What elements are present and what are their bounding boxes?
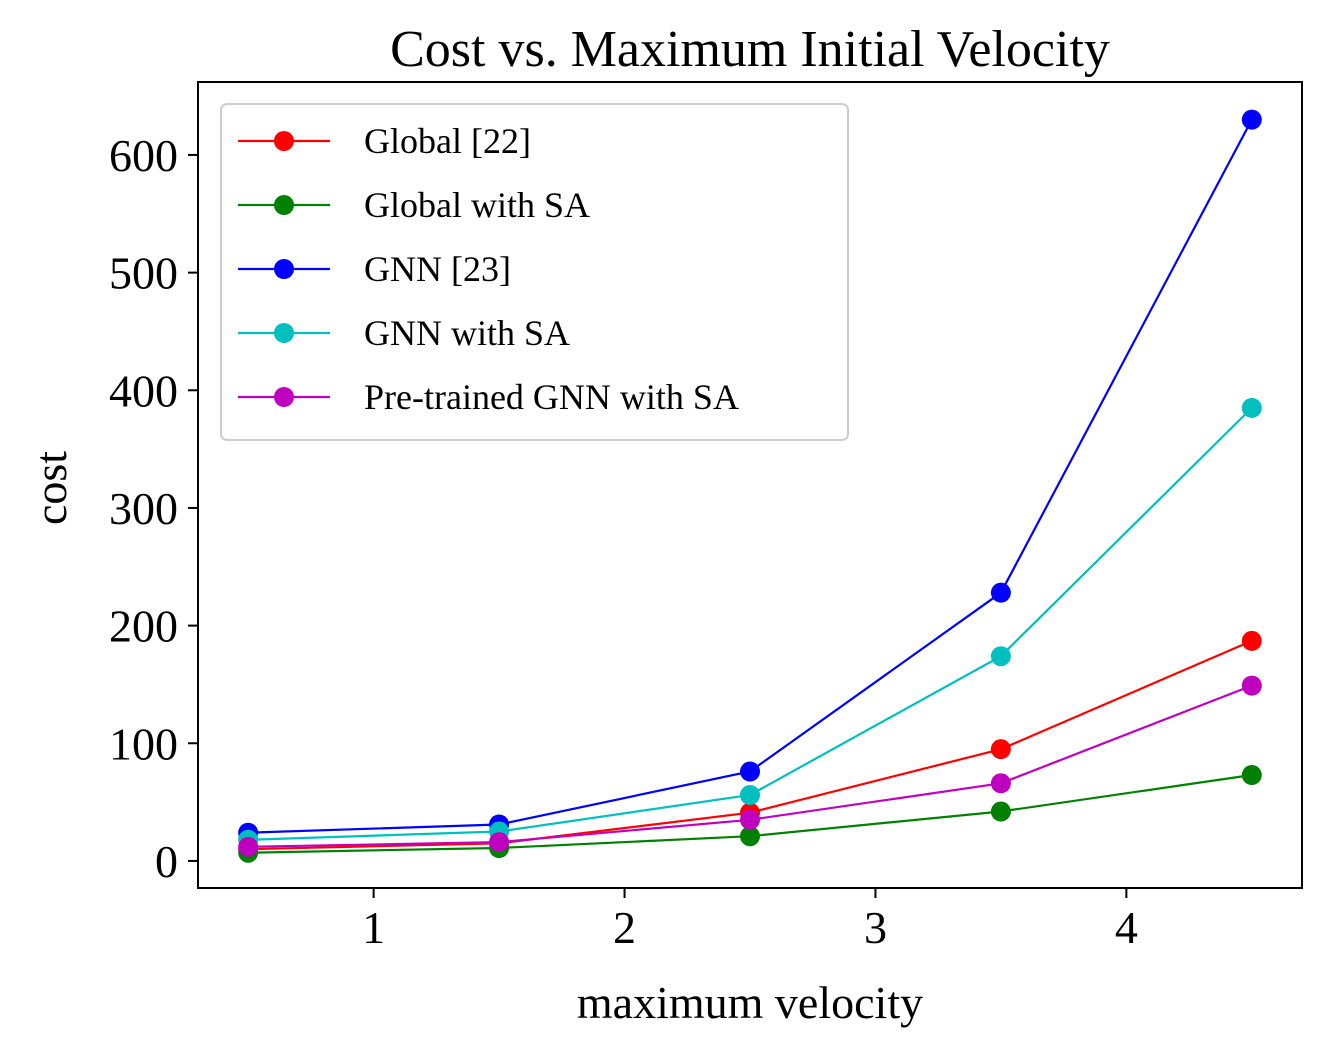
data-point-2-4 [1241,109,1262,130]
y-tick-label-5: 500 [109,248,178,299]
legend-entry-1: Global with SA [238,185,590,225]
data-point-1-2 [740,826,760,847]
plot-frame [197,81,1303,889]
data-point-0-4 [1241,630,1262,651]
legend-box [220,103,849,441]
legend-label-2: GNN [23] [364,249,511,289]
y-axis-label: cost [25,451,76,525]
legend-entry-2: GNN [23] [238,249,511,289]
data-point-3-2 [740,785,760,806]
data-point-2-3 [990,582,1011,603]
legend-marker-4 [274,387,294,407]
y-tick-label-3: 300 [109,483,178,534]
legend-entry-3: GNN with SA [238,313,570,353]
legend-label-4: Pre-trained GNN with SA [364,377,739,417]
x-tick-label-1: 2 [613,902,636,953]
series-3 [238,397,1262,850]
x-axis-label: maximum velocity [577,977,923,1028]
legend-label-3: GNN with SA [364,313,570,353]
legend-marker-2 [274,259,294,279]
legend-entry-4: Pre-trained GNN with SA [238,377,739,417]
data-point-3-4 [1241,397,1262,418]
chart-title: Cost vs. Maximum Initial Velocity [390,21,1110,78]
y-tick-label-0: 0 [155,836,178,887]
legend-label-0: Global [22] [364,121,531,161]
plot-area [238,109,1262,863]
data-point-1-4 [1241,765,1262,786]
data-point-0-3 [990,739,1011,760]
legend-marker-1 [274,195,294,215]
series-4 [238,675,1262,857]
y-tick-label-6: 600 [109,130,178,181]
legend: Global [22] Global with SA GNN [23] GNN wit… [220,103,849,441]
x-tick-label-3: 4 [1115,902,1138,953]
data-point-4-1 [489,832,510,853]
axes: 1 2 3 4 0 100 200 300 400 500 600 [109,81,1303,953]
data-point-4-3 [990,773,1011,794]
legend-marker-0 [274,131,294,151]
data-point-4-0 [238,836,259,857]
x-tick-label-0: 1 [362,902,385,953]
data-point-1-3 [990,801,1011,822]
data-point-4-4 [1241,675,1262,696]
x-tick-label-2: 3 [864,902,887,953]
y-tick-label-2: 200 [109,601,178,652]
y-tick-label-4: 400 [109,365,178,416]
data-point-2-2 [740,761,760,782]
data-point-4-2 [740,809,760,830]
legend-marker-3 [274,323,294,343]
y-tick-label-1: 100 [109,718,178,769]
legend-entry-0: Global [22] [238,121,531,161]
data-point-3-3 [990,646,1011,667]
legend-label-1: Global with SA [364,185,590,225]
